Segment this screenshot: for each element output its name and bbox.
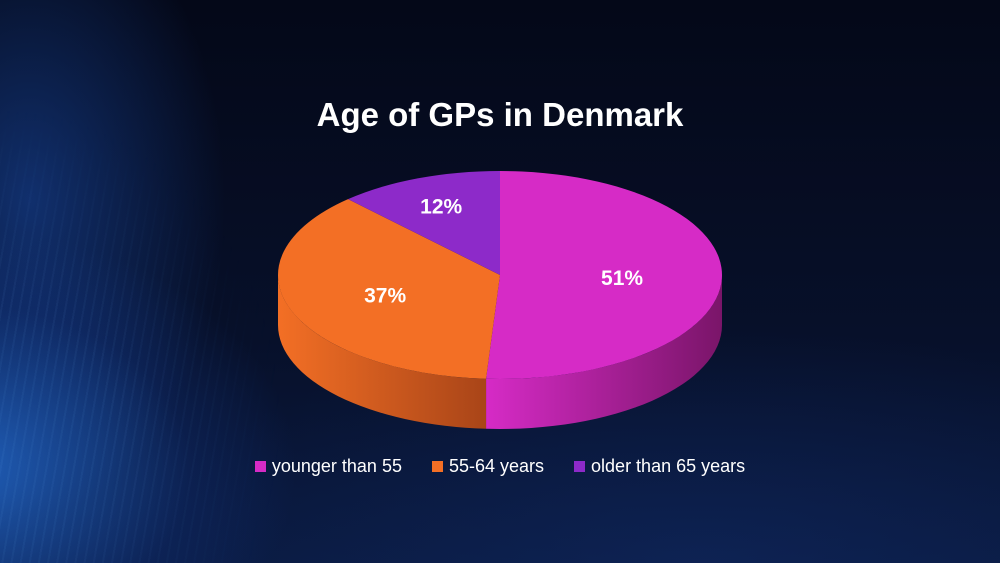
legend: younger than 55 55-64 years older than 65 … (0, 456, 1000, 477)
legend-label: older than 65 years (591, 456, 745, 477)
legend-swatch (255, 461, 266, 472)
data-label-older-than-65-years: 12% (420, 195, 462, 218)
pie-chart: 51% 37% 12% (0, 0, 1000, 563)
data-label-55-64-years: 37% (364, 284, 406, 307)
legend-label: younger than 55 (272, 456, 402, 477)
legend-swatch (432, 461, 443, 472)
legend-swatch (574, 461, 585, 472)
legend-item: older than 65 years (574, 456, 745, 477)
legend-item: younger than 55 (255, 456, 402, 477)
legend-label: 55-64 years (449, 456, 544, 477)
data-label-younger-than-55: 51% (601, 267, 643, 290)
legend-item: 55-64 years (432, 456, 544, 477)
